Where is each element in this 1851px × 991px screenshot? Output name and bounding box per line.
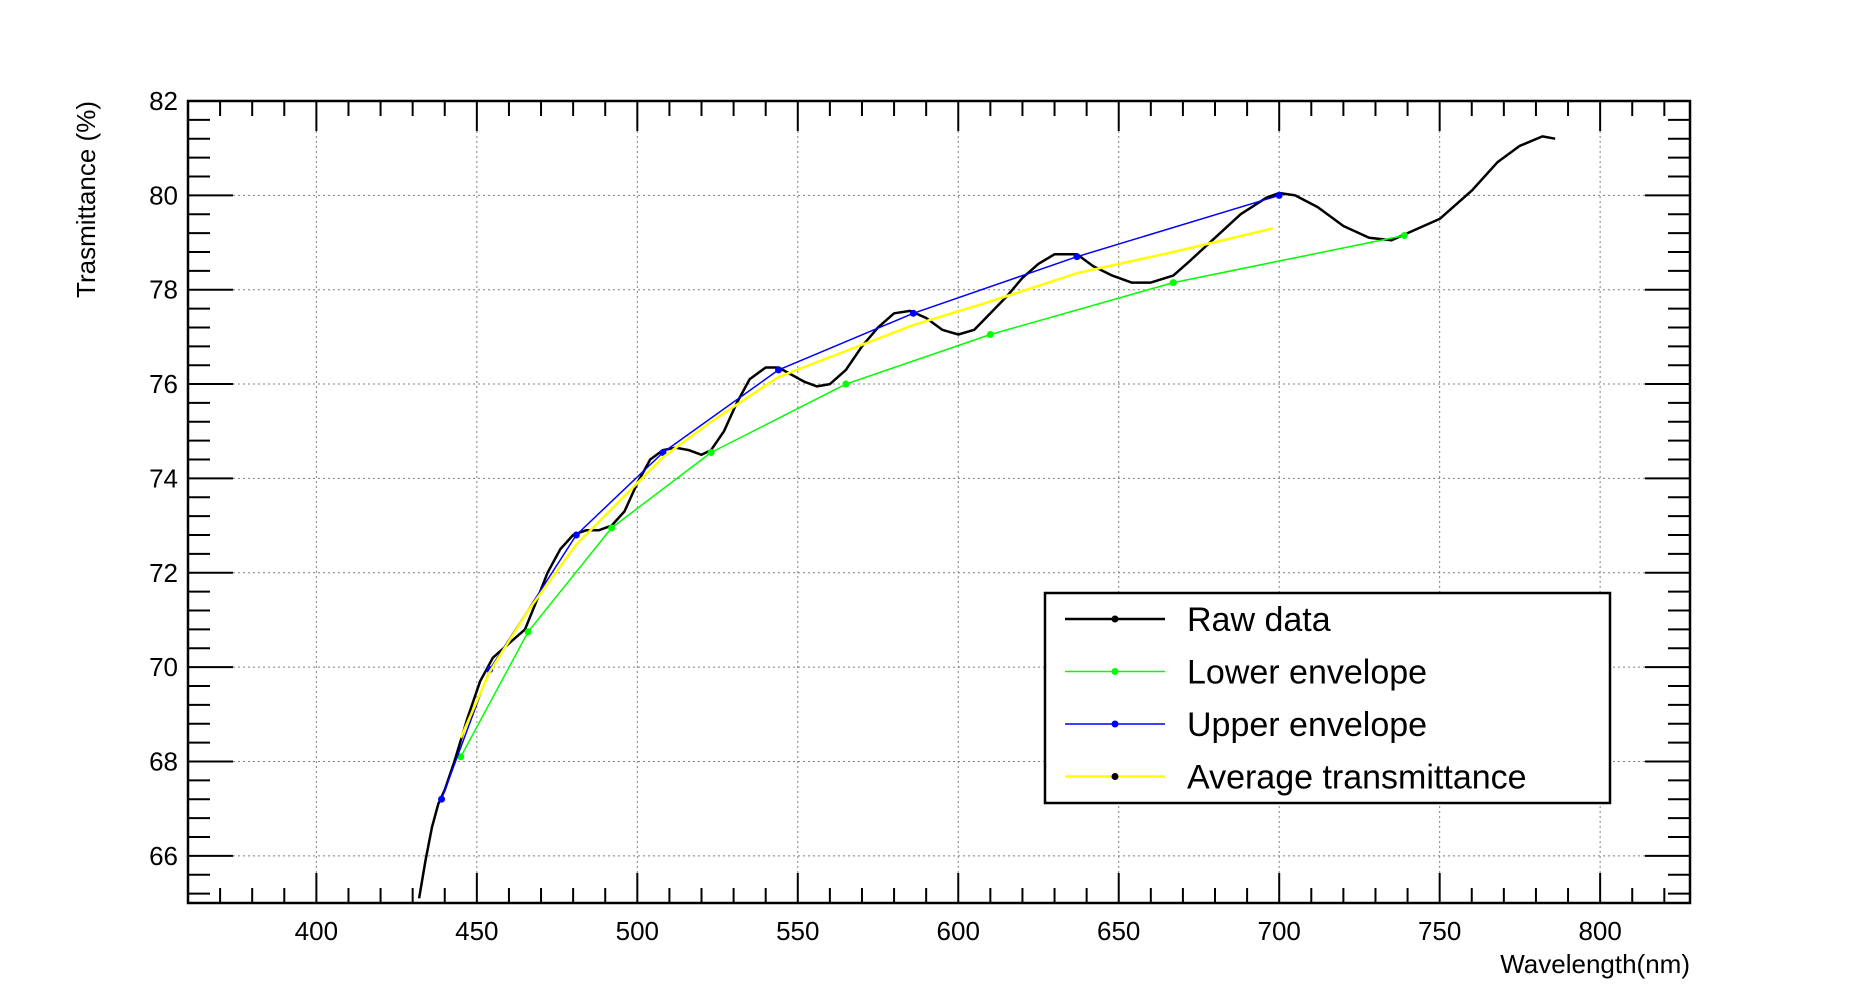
x-tick-label: 600 [937,916,980,946]
legend-entry-upper: Upper envelope [1065,706,1427,744]
x-tick-label: 500 [616,916,659,946]
data-point-upper [1073,253,1081,261]
data-point-upper [438,795,446,803]
y-tick-label: 78 [149,275,178,305]
x-tick-label: 750 [1418,916,1461,946]
data-point-upper [775,366,783,374]
data-point-lower [457,753,465,761]
y-tick-label: 68 [149,746,178,776]
data-point-lower [524,628,532,636]
data-point-upper [909,309,917,317]
y-axis-title: Trasmittance (%) [71,101,101,298]
x-axis-title: Wavelength(nm) [1500,949,1690,979]
series-layer [417,135,1556,899]
legend-label-upper: Upper envelope [1187,706,1427,744]
y-tick-label: 74 [149,463,178,493]
legend-entry-lower: Lower envelope [1065,654,1427,692]
data-point-lower [986,331,994,339]
data-point-lower [707,448,715,456]
legend-marker-upper [1111,720,1119,728]
data-point-upper [1275,191,1283,199]
data-point-lower [1169,279,1177,287]
y-tick-label: 70 [149,652,178,682]
x-tick-label: 400 [295,916,338,946]
legend-label-average: Average transmittance [1187,759,1527,797]
data-point-upper [659,448,667,456]
x-tick-label: 700 [1258,916,1301,946]
y-tick-label: 66 [149,841,178,871]
x-tick-label: 650 [1097,916,1140,946]
y-tick-label: 72 [149,558,178,588]
plot-area [417,135,1556,899]
legend-label-lower: Lower envelope [1187,654,1427,692]
series-line-lower [460,234,1405,758]
legend-entry-raw: Raw data [1065,601,1331,639]
legend-box [1043,591,1612,805]
axis-tick-labels: 400 450 500 550 600 650 700 750 800 66 68 70 72 74 76 7… [149,86,1622,946]
x-tick-label: 800 [1578,916,1621,946]
x-tick-label: 450 [455,916,498,946]
data-point-lower [842,380,850,388]
legend-marker-raw [1111,615,1119,623]
data-point-lower [608,524,616,532]
y-tick-label: 80 [149,180,178,210]
legend-entry-average: Average transmittance [1065,759,1527,797]
data-point-upper [572,531,580,539]
legend-marker-average [1111,773,1119,780]
y-tick-label: 82 [149,86,178,116]
x-tick-label: 550 [776,916,819,946]
plot-frame [186,99,1692,905]
legend: Raw data Lower envelope Upper envelope A… [1043,591,1612,805]
y-tick-label: 76 [149,369,178,399]
series-line-average [459,227,1274,739]
legend-marker-lower [1111,668,1119,675]
data-point-lower [1400,231,1408,239]
axis-ticks [187,100,1690,903]
legend-label-raw: Raw data [1187,601,1331,639]
